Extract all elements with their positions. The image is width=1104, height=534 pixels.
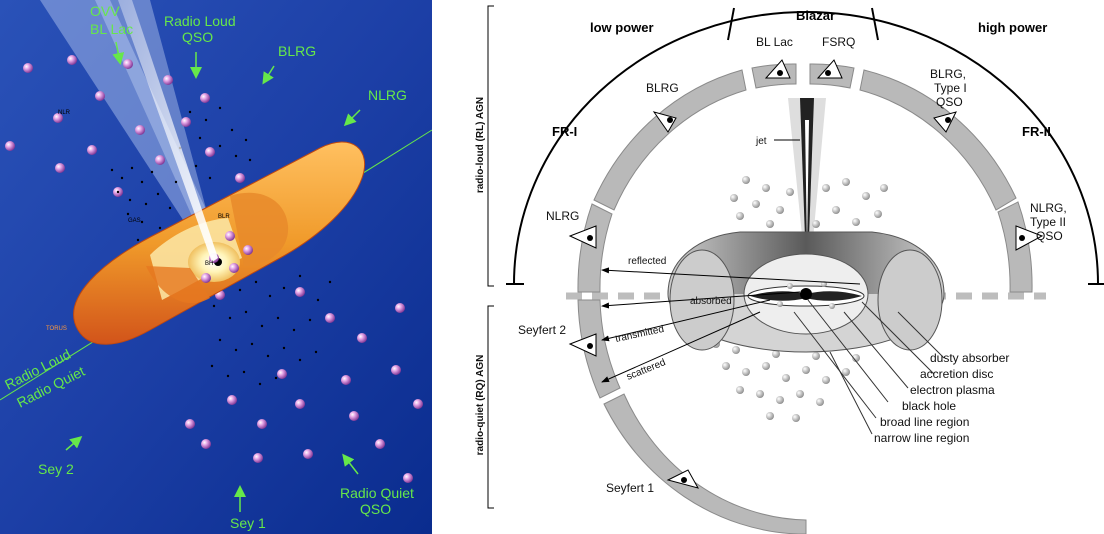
fr1-label: FR-I [552, 124, 577, 139]
arc-tick-right [871, 7, 879, 41]
radio-quiet-agn-label: radio-quiet (RQ) AGN [475, 355, 486, 456]
broad-line-region-label: broad line region [880, 415, 969, 429]
gas-dots [110, 106, 332, 386]
eye-nlrg-icon [568, 225, 597, 249]
high-power-label: high power [978, 20, 1047, 35]
observer-eyes [568, 59, 1044, 489]
eye-nlrg-qso-icon [1015, 225, 1044, 251]
eye-blrg-icon [652, 111, 677, 133]
reflected-label: reflected [628, 256, 666, 267]
rays [601, 267, 861, 383]
torus-label: TORUS [46, 326, 67, 332]
bl-lac-label: BL Lac [90, 21, 133, 37]
ray-scattered [601, 311, 761, 383]
eye-seyfert1-icon [666, 469, 700, 489]
radio-quiet-qso-arrow [342, 453, 359, 475]
eye-fsrq-icon [816, 59, 843, 79]
blr-label: BLR [218, 214, 230, 220]
radio-quiet-qso-label-1: Radio Quiet [340, 485, 414, 501]
seyfert2-label: Seyfert 2 [518, 323, 566, 337]
blrg-type1-label-1: BLRG, [930, 67, 966, 81]
jet-outer-glow [40, 0, 220, 246]
jet [118, 0, 218, 262]
left-panel: NLR GAS BLR BH TORUS OVV BL Lac Radio Lo… [0, 0, 433, 534]
blrg-type1-label-2: Type I [934, 81, 967, 95]
ovv-label: OVV [90, 3, 120, 19]
bl-lac-arrow [112, 41, 125, 65]
right-panel: radio-loud (RL) AGN radio-quiet (RQ) AGN [432, 0, 1104, 534]
torus [73, 141, 366, 345]
radio-quiet-qso-label-2: QSO [360, 501, 391, 517]
blrg-arrow [262, 65, 275, 85]
seyfert1-label: Seyfert 1 [606, 481, 654, 495]
arc-tick-left [727, 7, 735, 41]
sey2-label: Sey 2 [38, 461, 74, 477]
blrg-label: BLRG [278, 43, 316, 59]
black-hole-icon [800, 288, 812, 300]
absorbed-label: absorbed [690, 296, 732, 307]
bh-label: BH [205, 261, 213, 267]
blrg-label: BLRG [646, 81, 679, 95]
eye-blrg-qso-icon [933, 111, 957, 133]
eye-seyfert2-icon [568, 333, 597, 357]
narrow-line-clouds [712, 176, 888, 422]
sey1-label: Sey 1 [230, 515, 266, 531]
electron-plasma-label: electron plasma [910, 383, 995, 397]
nlr-label: NLR [58, 110, 71, 116]
eye-bl-lac-icon [764, 59, 791, 79]
rq-bracket [487, 305, 494, 509]
nlrg-type2-label-2: Type II [1030, 215, 1066, 229]
blrg-type1-label-3: QSO [936, 95, 963, 109]
fsrq-label: FSRQ [822, 35, 855, 49]
low-power-label: low power [590, 20, 654, 35]
nlrg-label: NLRG [368, 87, 407, 103]
jet-label: jet [755, 136, 767, 147]
nlrg-arrow [343, 109, 361, 127]
accretion-disc-label: accretion disc [920, 367, 993, 381]
black-hole-label: black hole [902, 399, 956, 413]
bl-lac-label: BL Lac [756, 35, 793, 49]
nlrg-label: NLRG [546, 209, 579, 223]
ray-absorbed [601, 291, 801, 309]
rl-bracket [487, 5, 494, 287]
ray-transmitted [601, 299, 771, 342]
dusty-absorber-label: dusty absorber [930, 351, 1009, 365]
leader-lines [793, 299, 945, 435]
radio-loud-qso-label-1: Radio Loud [164, 13, 236, 29]
gas-label: GAS [128, 218, 141, 224]
radio-loud-qso-label-2: QSO [182, 29, 213, 45]
nlrg-type2-label-3: QSO [1036, 229, 1063, 243]
ray-reflected [601, 267, 861, 285]
narrow-line-region-label: narrow line region [874, 431, 969, 445]
sey2-arrow [65, 436, 83, 451]
nlrg-type2-label-1: NLRG, [1030, 201, 1067, 215]
outer-arc [513, 11, 1099, 285]
blazar-label: Blazar [796, 8, 835, 23]
fr2-label: FR-II [1022, 124, 1051, 139]
radio-loud-agn-label: radio-loud (RL) AGN [475, 97, 486, 193]
